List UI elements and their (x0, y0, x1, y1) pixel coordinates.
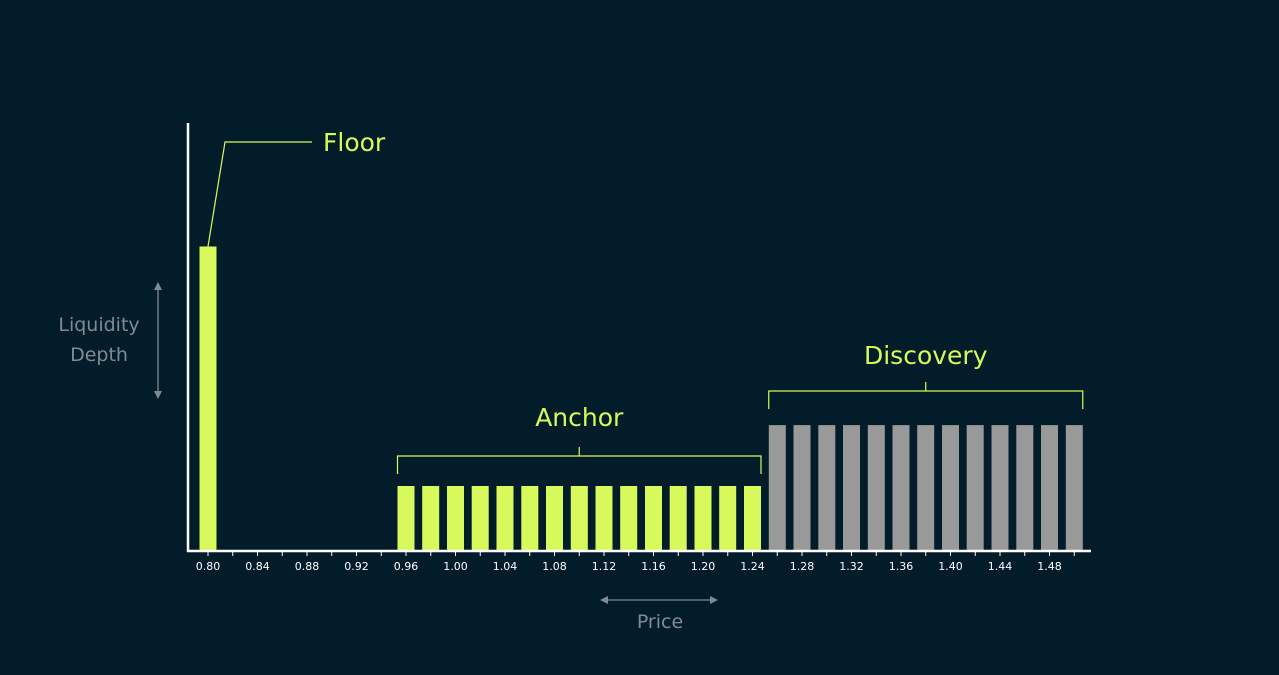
anchor-bar (496, 486, 514, 551)
x-tick-label: 1.48 (1037, 560, 1062, 573)
discovery-bar (867, 425, 885, 551)
anchor-bar (521, 486, 539, 551)
anchor-bracket (396, 455, 762, 474)
discovery-bar (892, 425, 910, 551)
x-tick-label: 1.44 (988, 560, 1013, 573)
discovery-bar (1065, 425, 1083, 551)
anchor-label: Anchor (535, 403, 624, 432)
x-tick-label: 1.08 (542, 560, 567, 573)
x-axis-label-text: Price (637, 611, 683, 633)
x-tick-label: 1.32 (839, 560, 864, 573)
x-tick-label: 0.92 (344, 560, 369, 573)
discovery-bar (843, 425, 860, 551)
anchor-bar (471, 486, 489, 551)
anchor-bar (620, 486, 638, 551)
ticks-layer: 0.80 0.84 0.88 0.92 0.96 1.00 1.04 1.08 1.12 1.16… (196, 551, 1075, 573)
x-tick-label: 0.88 (295, 560, 320, 573)
discovery-bar (1016, 425, 1034, 551)
anchor-bar (645, 486, 662, 551)
x-tick-label: 1.20 (691, 560, 716, 573)
x-axis-label: Price (600, 596, 718, 633)
anchor-bar (669, 486, 687, 551)
x-tick-label: 0.96 (394, 560, 419, 573)
anchor-bar (570, 486, 588, 551)
discovery-bar (793, 425, 811, 551)
x-tick-label: 1.04 (493, 560, 518, 573)
x-tick-label: 1.00 (443, 560, 468, 573)
bars-layer (199, 246, 1083, 551)
floor-bar (199, 246, 217, 551)
anchor-bar (397, 486, 415, 551)
floor-label: Floor (323, 128, 386, 157)
discovery-bar (991, 425, 1009, 551)
discovery-bar (818, 425, 836, 551)
x-tick-label: 1.36 (889, 560, 914, 573)
x-tick-label: 1.12 (592, 560, 617, 573)
discovery-label: Discovery (864, 341, 988, 370)
discovery-bar (942, 425, 959, 551)
discovery-bar (1041, 425, 1058, 551)
annotations-layer: Floor Anchor Discovery (207, 128, 1084, 474)
discovery-bar (768, 425, 786, 551)
discovery-bar (966, 425, 984, 551)
x-tick-label: 0.80 (196, 560, 221, 573)
anchor-bar (744, 486, 761, 551)
anchor-bar (447, 486, 464, 551)
y-axis-label-line-1: Liquidity (58, 314, 139, 336)
arrow-right-icon (710, 596, 718, 604)
arrow-down-icon (154, 391, 162, 399)
x-tick-label: 1.16 (641, 560, 666, 573)
y-axis-label-line-2: Depth (70, 344, 128, 366)
anchor-bar (719, 486, 737, 551)
anchor-bar (595, 486, 613, 551)
x-tick-label: 0.84 (245, 560, 270, 573)
anchor-bar (694, 486, 712, 551)
floor-callout-line (207, 141, 312, 247)
discovery-bracket (768, 390, 1084, 409)
anchor-bar (422, 486, 440, 551)
x-tick-label: 1.24 (740, 560, 765, 573)
y-axis-label: Liquidity Depth (58, 282, 162, 399)
anchor-bar (546, 486, 563, 551)
arrow-up-icon (154, 282, 162, 290)
arrow-left-icon (600, 596, 608, 604)
x-tick-label: 1.28 (790, 560, 815, 573)
discovery-bar (917, 425, 935, 551)
x-tick-label: 1.40 (938, 560, 963, 573)
